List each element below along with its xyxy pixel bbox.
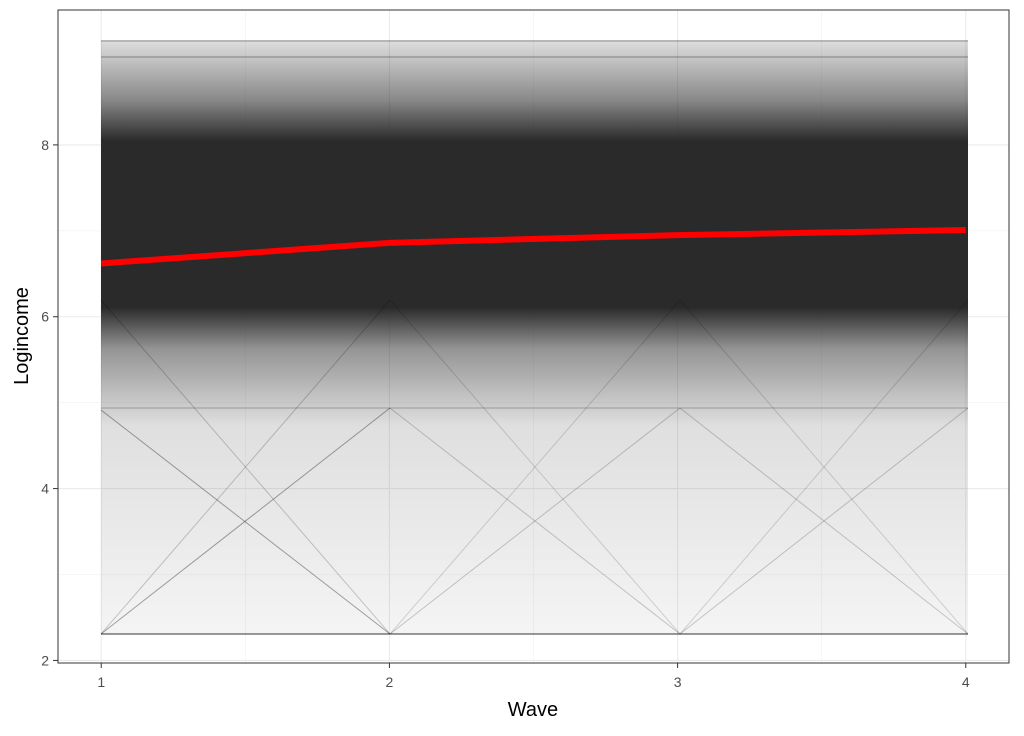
mean-line xyxy=(101,226,966,267)
trajectory-mass xyxy=(101,40,968,634)
y-tick-label: 2 xyxy=(41,652,49,668)
x-axis-title: Wave xyxy=(508,699,558,721)
x-tick-label: 4 xyxy=(962,674,970,690)
y-tick-label: 8 xyxy=(41,137,49,153)
marks xyxy=(101,226,966,267)
individual-trajectories xyxy=(100,40,969,635)
y-tick-label: 6 xyxy=(41,309,49,325)
y-axis-title: Logincome xyxy=(11,287,33,385)
x-tick-label: 2 xyxy=(386,674,394,690)
x-tick-label: 3 xyxy=(674,674,682,690)
y-tick-label: 4 xyxy=(41,481,49,497)
panel-border xyxy=(57,9,1010,664)
trajectory-lines xyxy=(100,40,969,635)
x-tick-label: 1 xyxy=(97,674,105,690)
